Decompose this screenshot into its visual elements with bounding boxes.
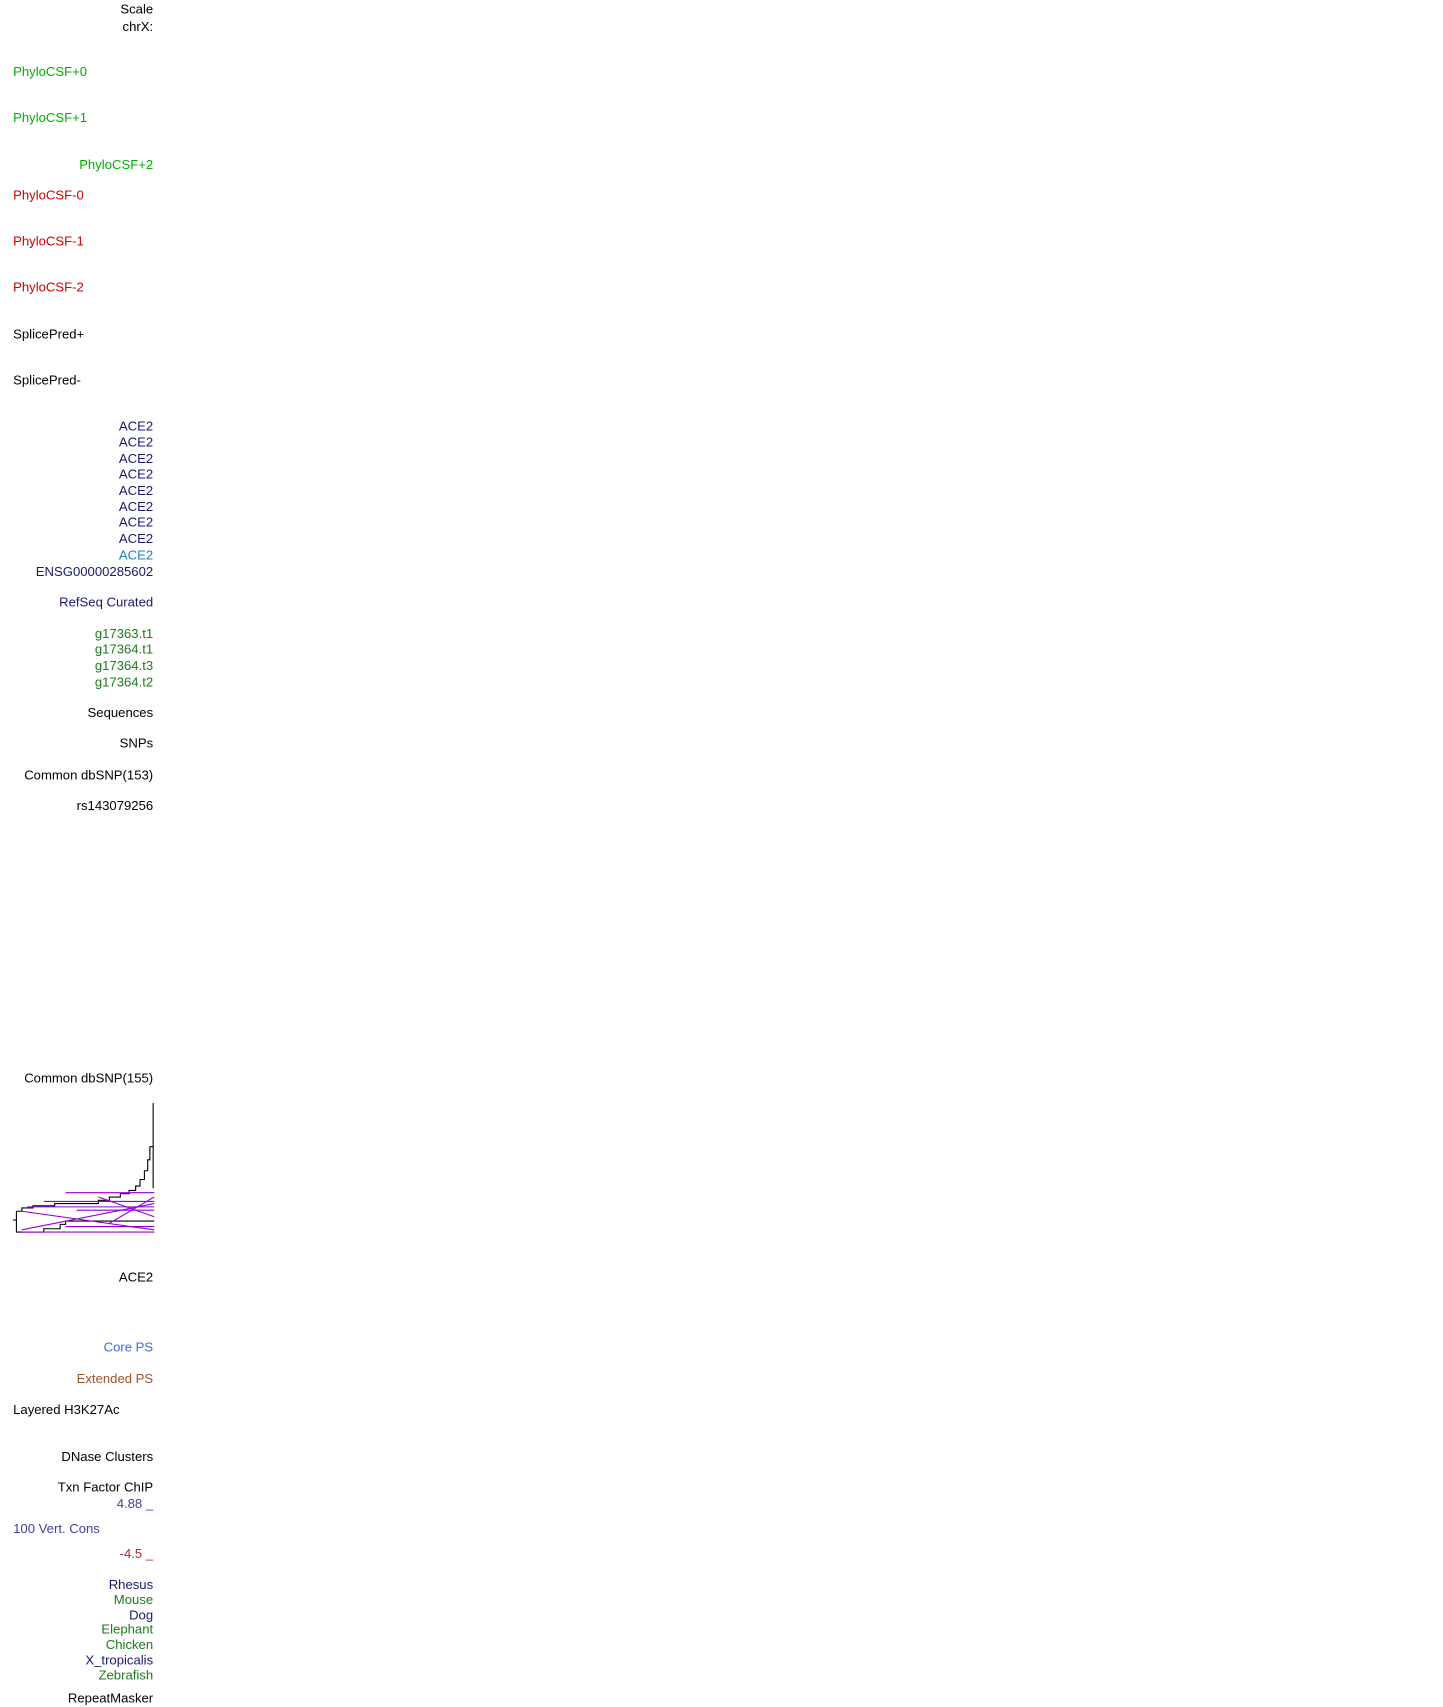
track-label[interactable]: Txn Factor ChIP — [58, 1479, 154, 1494]
track-label[interactable]: g17363.t1 — [95, 626, 153, 641]
track-label[interactable]: ACE2 — [119, 499, 153, 514]
track-label[interactable]: ACE2 — [119, 515, 153, 530]
track-label[interactable]: SplicePred- — [13, 372, 81, 387]
track-label[interactable]: DNase Clusters — [61, 1449, 153, 1464]
track-label[interactable]: ACE2 — [119, 418, 153, 433]
track-label[interactable]: X_tropicalis — [85, 1652, 153, 1667]
track-label[interactable]: 100 Vert. Cons — [13, 1521, 100, 1536]
track-label[interactable]: Chicken — [106, 1637, 153, 1652]
track-label[interactable]: Dog — [129, 1607, 153, 1622]
track-label[interactable]: Scale — [120, 1, 153, 16]
track-label[interactable]: Common dbSNP(155) — [24, 1070, 153, 1085]
track-label[interactable]: ENSG00000285602 — [36, 564, 153, 579]
track-label[interactable]: RefSeq Curated — [59, 594, 153, 609]
track-label[interactable]: g17364.t1 — [95, 641, 153, 656]
track-label[interactable]: RepeatMasker — [68, 1691, 154, 1706]
track-label[interactable]: Extended PS — [77, 1371, 154, 1386]
track-label[interactable]: rs143079256 — [77, 798, 154, 813]
tree-graphic — [13, 1102, 155, 1233]
track-label[interactable]: Layered H3K27Ac — [13, 1402, 120, 1417]
track-label[interactable]: Sequences — [88, 705, 154, 720]
track-label[interactable]: SNPs — [120, 736, 154, 751]
track-label[interactable]: ACE2 — [119, 531, 153, 546]
track-label[interactable]: Mouse — [114, 1592, 153, 1607]
track-label[interactable]: SplicePred+ — [13, 326, 84, 341]
track-label[interactable]: PhyloCSF+2 — [79, 157, 153, 172]
track-label[interactable]: chrX: — [123, 19, 154, 34]
track-label[interactable]: ACE2 — [119, 435, 153, 450]
track-label[interactable]: PhyloCSF+1 — [13, 110, 87, 125]
track-label[interactable]: Rhesus — [109, 1577, 154, 1592]
track-label[interactable]: PhyloCSF-1 — [13, 233, 84, 248]
track-label[interactable]: PhyloCSF+0 — [13, 64, 87, 79]
track-label[interactable]: ACE2 — [119, 1269, 153, 1284]
track-label[interactable]: Zebrafish — [99, 1668, 154, 1683]
track-label[interactable]: g17364.t2 — [95, 674, 153, 689]
track-label[interactable]: Common dbSNP(153) — [24, 767, 153, 782]
track-label[interactable]: PhyloCSF-0 — [13, 187, 84, 202]
track-label[interactable]: PhyloCSF-2 — [13, 279, 84, 294]
track-label[interactable]: ACE2 — [119, 466, 153, 481]
track-label[interactable]: Core PS — [104, 1339, 154, 1354]
track-label[interactable]: -4.5 _ — [120, 1546, 154, 1561]
track-label[interactable]: g17364.t3 — [95, 658, 153, 673]
track-label[interactable]: ACE2 — [119, 483, 153, 498]
track-label[interactable]: ACE2 — [119, 451, 153, 466]
track-label[interactable]: 4.88 _ — [117, 1496, 154, 1511]
track-label[interactable]: ACE2 — [119, 547, 153, 562]
track-label[interactable]: Elephant — [101, 1622, 153, 1637]
